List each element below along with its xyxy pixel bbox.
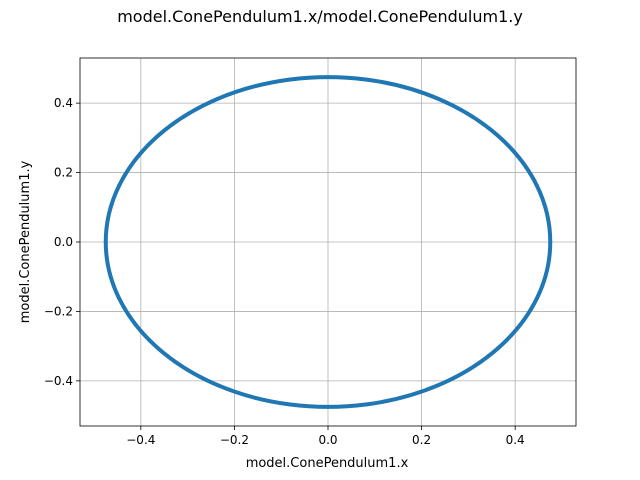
data-point: [103, 240, 108, 244]
grid: [80, 58, 576, 426]
data-point: [215, 97, 219, 101]
y-tick-label: −0.2: [44, 304, 73, 318]
data-point: [535, 183, 539, 188]
data-point: [215, 383, 219, 387]
series-layer: [103, 75, 553, 409]
y-tick-label: −0.4: [44, 374, 73, 388]
data-point: [117, 183, 121, 188]
x-tick-label: −0.2: [220, 433, 249, 447]
data-point: [117, 296, 121, 301]
x-tick-label: 0.2: [412, 433, 431, 447]
x-tick-label: 0.4: [506, 433, 525, 447]
x-tick-label: −0.4: [126, 433, 155, 447]
y-tick-label: 0.0: [54, 235, 73, 249]
data-point: [437, 383, 441, 387]
ticks: −0.4 −0.2 0.0 0.2 0.4 −0.4 −0.2 0.0 0.2 0.4: [44, 96, 525, 447]
data-point: [155, 346, 160, 350]
y-tick-label: 0.4: [54, 96, 73, 110]
data-point: [496, 134, 501, 138]
x-tick-label: 0.0: [318, 433, 337, 447]
data-point: [535, 296, 539, 301]
x-axis-label: model.ConePendulum1.x: [246, 456, 409, 471]
data-point: [287, 402, 292, 407]
y-tick-label: 0.2: [54, 166, 73, 180]
data-point: [155, 134, 160, 138]
data-point: [548, 240, 553, 244]
data-point: [364, 402, 369, 407]
data-point: [496, 346, 501, 350]
data-point: [287, 77, 292, 82]
y-axis-label: model.ConePendulum1.y: [18, 160, 33, 323]
chart-title: model.ConePendulum1.x/model.ConePendulum…: [117, 7, 523, 26]
data-point: [364, 77, 369, 82]
data-point: [437, 97, 441, 101]
